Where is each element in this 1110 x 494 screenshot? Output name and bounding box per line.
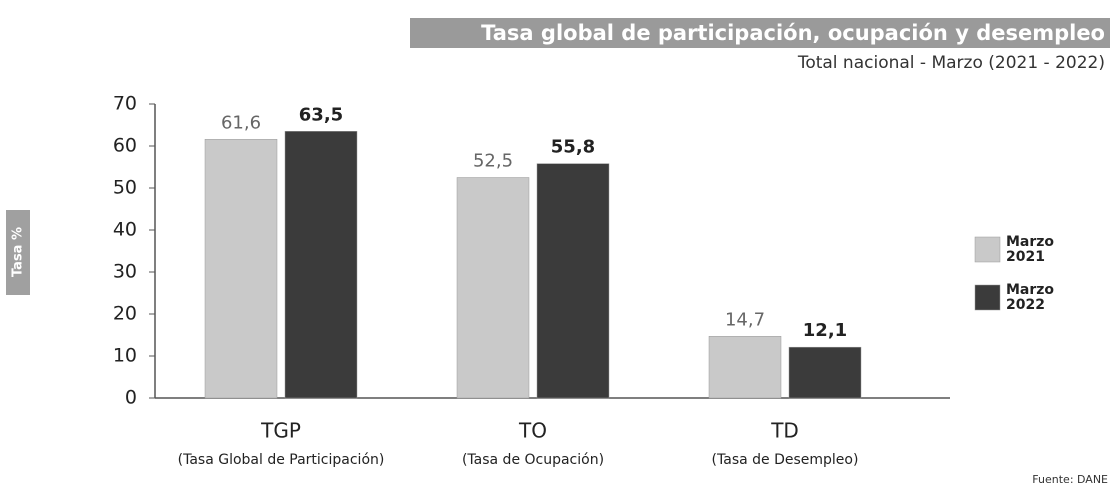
legend-swatch [974,236,1001,263]
data-label: 61,6 [221,112,261,133]
bar [536,163,610,399]
data-label: 12,1 [803,320,847,341]
x-tick-description: (Tasa de Desempleo) [712,452,859,468]
x-tick-label: TO [518,419,547,443]
x-tick-description: (Tasa Global de Participación) [178,452,385,468]
data-label: 55,8 [551,137,595,158]
data-label: 63,5 [299,104,343,125]
bar [788,346,862,399]
chart-title: Tasa global de participación, ocupación … [481,21,1105,45]
y-tick-label: 50 [113,177,137,199]
y-tick-label: 10 [113,345,137,367]
legend-label: Marzo 2021 [1006,234,1055,265]
title-background [410,18,1110,48]
x-tick-label: TD [770,419,799,443]
y-tick-label: 60 [113,135,137,157]
bar [708,336,782,399]
bar [456,177,530,399]
bar [204,139,278,399]
bar [284,131,358,399]
source-note: Fuente: DANE [1032,473,1108,486]
legend-swatch [974,284,1001,311]
y-tick-label: 0 [125,387,137,409]
y-tick-label: 20 [113,303,137,325]
chart-subtitle: Total nacional - Marzo (2021 - 2022) [797,53,1105,73]
y-tick-label: 30 [113,261,137,283]
y-label-background [6,210,30,295]
data-label: 14,7 [725,309,765,330]
data-label: 52,5 [473,151,513,172]
y-axis-label: Tasa % [11,227,26,277]
x-tick-description: (Tasa de Ocupación) [462,452,604,468]
y-tick-label: 40 [113,219,137,241]
legend-label: Marzo 2022 [1006,282,1055,313]
y-tick-label: 70 [113,93,137,115]
x-tick-label: TGP [260,419,301,443]
